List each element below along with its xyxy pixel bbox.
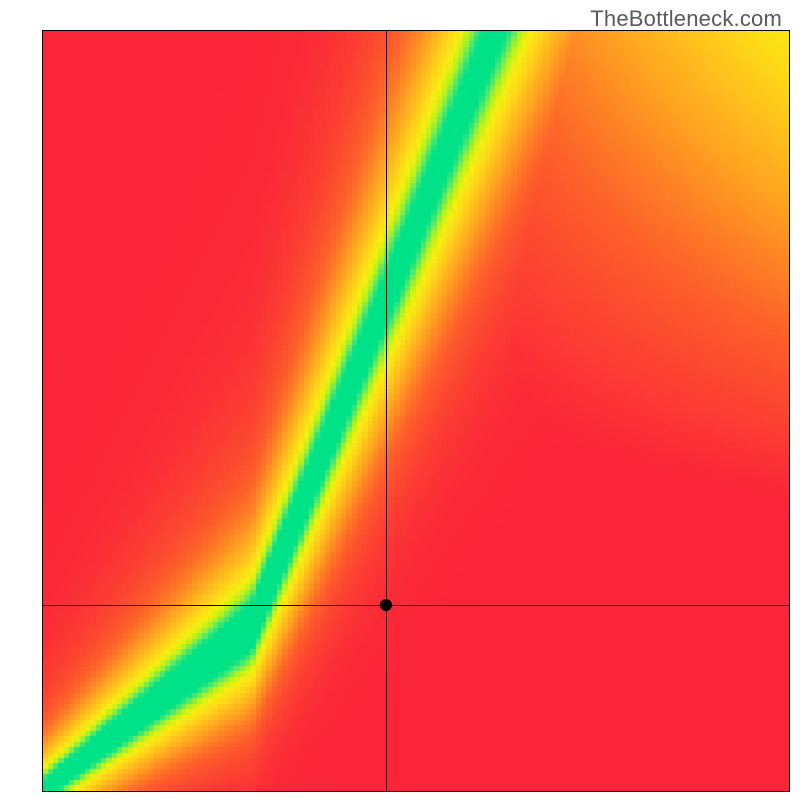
crosshair-horizontal — [43, 605, 789, 606]
heatmap-plot — [42, 30, 790, 792]
chart-container: TheBottleneck.com — [0, 0, 800, 800]
watermark-text: TheBottleneck.com — [590, 6, 782, 32]
marker-dot — [380, 599, 392, 611]
crosshair-vertical — [386, 31, 387, 791]
heatmap-canvas — [43, 31, 789, 791]
